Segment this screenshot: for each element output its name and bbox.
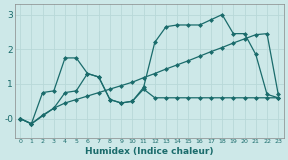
X-axis label: Humidex (Indice chaleur): Humidex (Indice chaleur) — [85, 147, 213, 156]
